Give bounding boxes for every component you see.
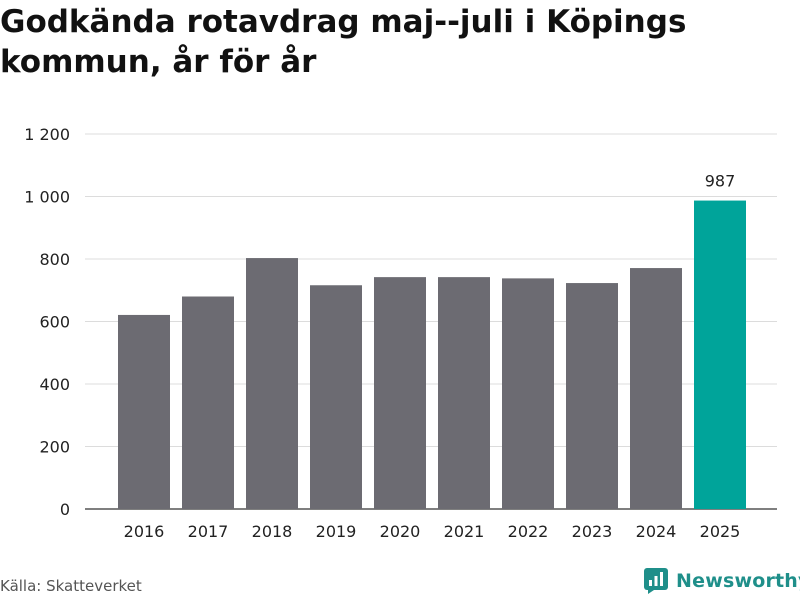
x-tick-label: 2018 bbox=[252, 522, 293, 541]
y-tick-label: 200 bbox=[39, 438, 70, 457]
x-axis-ticks: 2016 2017 2018 2019 2020 2021 2022 2023 2024 2025 bbox=[124, 522, 741, 541]
bar-2019[interactable] bbox=[310, 285, 362, 509]
brand-name: Newsworthy bbox=[676, 570, 800, 592]
bar-2023[interactable] bbox=[566, 283, 618, 509]
x-tick-label: 2016 bbox=[124, 522, 165, 541]
y-tick-label: 800 bbox=[39, 250, 70, 269]
y-tick-label: 400 bbox=[39, 375, 70, 394]
x-tick-label: 2021 bbox=[444, 522, 485, 541]
y-axis-ticks: 0 200 400 600 800 1 000 1 200 bbox=[24, 125, 70, 519]
bars bbox=[118, 200, 746, 510]
source-note: Källa: Skatteverket bbox=[0, 577, 142, 595]
y-tick-label: 600 bbox=[39, 313, 70, 332]
x-tick-label: 2024 bbox=[636, 522, 677, 541]
bar-2018[interactable] bbox=[246, 258, 298, 509]
x-tick-label: 2017 bbox=[188, 522, 229, 541]
bar-2021[interactable] bbox=[438, 277, 490, 509]
bar-2024[interactable] bbox=[630, 268, 682, 509]
y-tick-label: 0 bbox=[60, 500, 70, 519]
data-label: 987 bbox=[705, 172, 736, 191]
y-tick-label: 1 200 bbox=[24, 125, 70, 144]
bar-2022[interactable] bbox=[502, 278, 554, 509]
y-tick-label: 1 000 bbox=[24, 188, 70, 207]
x-tick-label: 2025 bbox=[700, 522, 741, 541]
x-tick-label: 2019 bbox=[316, 522, 357, 541]
bar-2025[interactable] bbox=[694, 200, 746, 509]
bar-2020[interactable] bbox=[374, 277, 426, 509]
x-tick-label: 2020 bbox=[380, 522, 421, 541]
newsworthy-logo-icon bbox=[644, 568, 668, 594]
brand-logo[interactable]: Newsworthy bbox=[644, 568, 800, 594]
x-tick-label: 2022 bbox=[508, 522, 549, 541]
chart-title: Godkända rotavdrag maj--juli i Köpings k… bbox=[0, 4, 687, 80]
data-labels: 987 bbox=[705, 172, 736, 191]
x-tick-label: 2023 bbox=[572, 522, 613, 541]
bar-2016[interactable] bbox=[118, 314, 170, 509]
bar-2017[interactable] bbox=[182, 296, 234, 510]
